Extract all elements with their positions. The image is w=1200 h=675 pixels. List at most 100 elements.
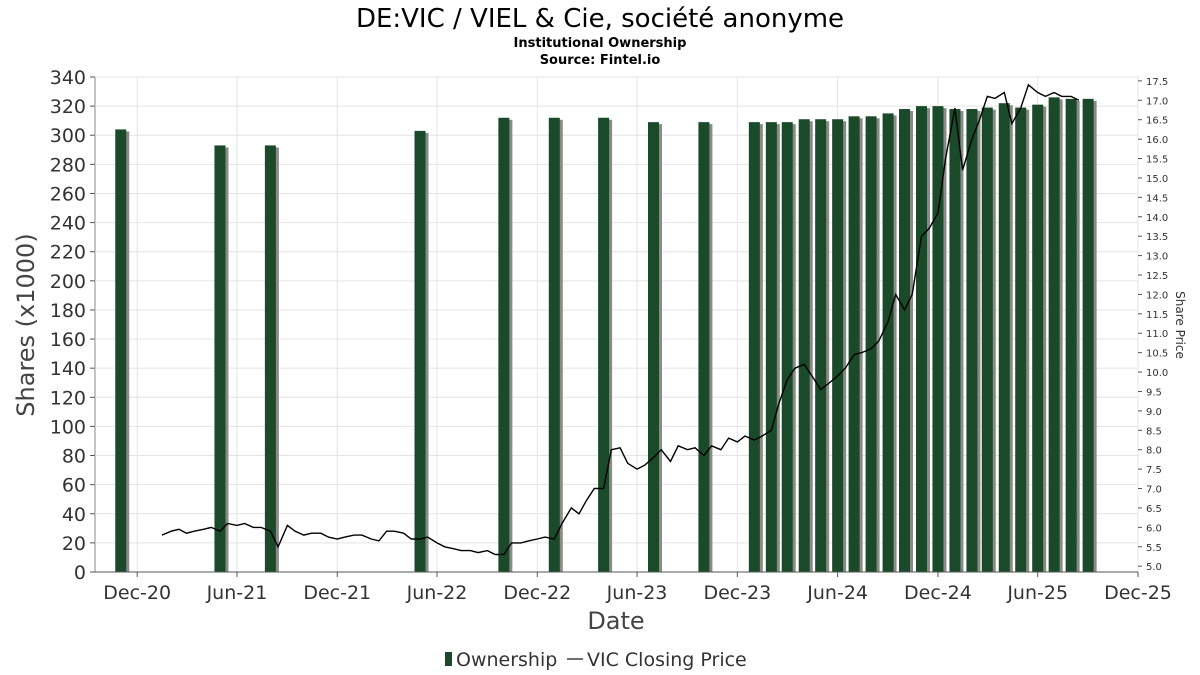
ownership-bar — [966, 109, 978, 572]
ownership-bar — [1015, 107, 1027, 572]
ownership-bar — [815, 119, 827, 573]
y2-tick-label: 15.5 — [1146, 155, 1168, 166]
y2-tick-label: 14.5 — [1146, 193, 1168, 204]
x-tick-label: Jun-24 — [806, 582, 868, 604]
y2-tick-label: 6.0 — [1146, 523, 1162, 534]
x-tick-label: Jun-25 — [1006, 582, 1068, 604]
y2-tick-label: 17.0 — [1146, 96, 1168, 107]
y-tick-label: 160 — [50, 329, 86, 351]
ownership-bar — [998, 103, 1010, 573]
x-tick-label: Jun-21 — [206, 582, 268, 604]
ownership-bar — [832, 119, 844, 573]
y-tick-label: 200 — [50, 271, 86, 293]
y2-tick-label: 13.0 — [1146, 252, 1168, 263]
y-tick-label: 60 — [62, 475, 86, 497]
price-line — [161, 83, 1080, 556]
y-tick-label: 340 — [50, 67, 86, 89]
y-tick-label: 180 — [50, 300, 86, 322]
ownership-bar — [765, 122, 777, 572]
ownership-bar — [647, 122, 659, 572]
ownership-bar — [498, 117, 510, 572]
ownership-bar — [882, 113, 894, 572]
y2-tick-label: 15.0 — [1146, 174, 1168, 185]
y2-tick-label: 10.0 — [1146, 368, 1168, 379]
ownership-bar — [214, 145, 226, 573]
y2-tick-label: 11.0 — [1146, 329, 1168, 340]
y-axis-label: Shares (x1000) — [12, 233, 40, 416]
y2-tick-label: 12.5 — [1146, 271, 1168, 282]
ownership-bar — [899, 109, 911, 572]
y2-tick-label: 9.5 — [1146, 387, 1162, 398]
ownership-bar — [414, 130, 426, 572]
legend-ownership-swatch — [445, 652, 452, 666]
y-tick-label: 240 — [50, 213, 86, 235]
ownership-bar — [1048, 97, 1060, 572]
x-tick-label: Jun-23 — [606, 582, 668, 604]
ownership-bar — [932, 106, 944, 572]
chart-title: DE:VIC / VIEL & Cie, société anonyme — [356, 4, 844, 34]
ownership-bar — [264, 145, 276, 573]
y-tick-label: 280 — [50, 154, 86, 176]
y-tick-label: 300 — [50, 125, 86, 147]
y2-tick-label: 9.0 — [1146, 407, 1162, 418]
y2-tick-label: 6.5 — [1146, 504, 1162, 515]
y-tick-label: 100 — [50, 416, 86, 438]
y-tick-label: 120 — [50, 387, 86, 409]
y-tick-label: 20 — [62, 533, 86, 555]
y2-tick-label: 13.5 — [1146, 232, 1168, 243]
ownership-bar — [598, 117, 610, 572]
y2-tick-label: 8.0 — [1146, 446, 1162, 457]
x-tick-label: Dec-24 — [904, 582, 972, 604]
plot-area — [94, 76, 1139, 573]
ownership-bar — [981, 107, 993, 572]
legend: Ownership VIC Closing Price — [445, 649, 747, 671]
y2-tick-label: 17.5 — [1146, 77, 1168, 88]
ownership-bar — [848, 116, 860, 572]
y2-tick-label: 10.5 — [1146, 349, 1168, 360]
x-tick-label: Dec-20 — [103, 582, 171, 604]
y-tick-label: 80 — [62, 446, 86, 468]
x-tick-label: Dec-21 — [303, 582, 371, 604]
y-tick-label: 140 — [50, 358, 86, 380]
y2-tick-label: 12.0 — [1146, 290, 1168, 301]
x-tick-label: Jun-22 — [406, 582, 468, 604]
x-tick-label: Dec-25 — [1104, 582, 1172, 604]
y2-tick-label: 7.5 — [1146, 465, 1162, 476]
x-axis-label: Date — [587, 607, 644, 635]
y2-tick-label: 16.0 — [1146, 135, 1168, 146]
y-axis-ticks: 0 20 40 60 80 100 120 140 160 180 200 220 240 260 280 3… — [50, 67, 95, 584]
y-tick-label: 0 — [74, 562, 86, 584]
y2-tick-label: 8.5 — [1146, 426, 1162, 437]
y-tick-label: 320 — [50, 96, 86, 118]
ownership-bar — [916, 106, 928, 572]
y-tick-label: 260 — [50, 183, 86, 205]
ownership-bar — [1032, 104, 1044, 572]
ownership-bar — [949, 109, 961, 572]
ownership-bars — [115, 97, 1097, 573]
chart-subtitle: Institutional Ownership — [514, 36, 687, 51]
legend-price-label: VIC Closing Price — [587, 649, 747, 671]
y2-axis-ticks: 5.0 5.5 6.0 6.5 7.0 7.5 8.0 8.5 9.0 9.5 10.0 10.5 11… — [1138, 77, 1168, 573]
x-tick-label: Dec-23 — [703, 582, 771, 604]
ownership-bar — [798, 119, 810, 573]
y-tick-label: 220 — [50, 242, 86, 264]
y-tick-label: 40 — [62, 504, 86, 526]
y2-tick-label: 11.5 — [1146, 310, 1168, 321]
x-axis-ticks: Dec-20 Jun-21 Dec-21 Jun-22 Dec-22 Jun-23 Dec-… — [103, 572, 1172, 604]
ownership-bar — [781, 122, 793, 572]
y2-tick-label: 14.0 — [1146, 213, 1168, 224]
y2-tick-label: 7.0 — [1146, 485, 1162, 496]
ownership-bar — [548, 117, 560, 572]
x-tick-label: Dec-22 — [503, 582, 571, 604]
ownership-bar — [115, 129, 127, 573]
ownership-bar — [698, 122, 710, 572]
y2-tick-label: 16.5 — [1146, 116, 1168, 127]
ownership-bar — [865, 116, 877, 572]
chart-source: Source: Fintel.io — [540, 53, 661, 68]
y2-tick-label: 5.5 — [1146, 543, 1162, 554]
y2-axis-label: Share Price — [1173, 291, 1187, 359]
ownership-bar — [1082, 98, 1094, 573]
y2-tick-label: 5.0 — [1146, 562, 1162, 573]
ownership-bar — [748, 122, 760, 572]
